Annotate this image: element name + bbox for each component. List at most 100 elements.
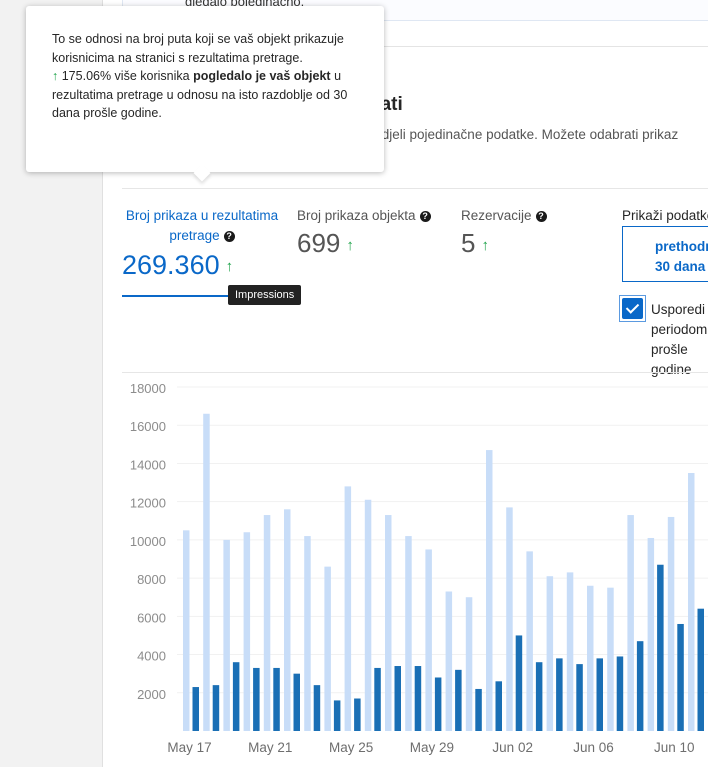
bar-this-year (475, 688, 482, 731)
bar-this-year (212, 685, 220, 731)
bar-this-year (354, 698, 361, 731)
bar-last-year (486, 450, 493, 731)
bar-this-year (636, 641, 644, 731)
bar-this-year (232, 662, 240, 731)
bar-this-year (374, 667, 381, 731)
bar-last-year (627, 515, 634, 731)
bar-last-year (566, 572, 574, 731)
up-arrow-icon: ↑ (225, 258, 234, 276)
divider (122, 188, 708, 189)
x-tick-label: May 25 (329, 740, 373, 755)
y-tick-label: 8000 (137, 572, 166, 587)
bar-this-year (253, 667, 260, 731)
compare-checkbox[interactable] (622, 298, 643, 319)
y-tick-label: 10000 (130, 534, 166, 549)
compare-label: Usporedi s periodom prošle godine (651, 302, 708, 377)
bar-this-year (697, 608, 704, 731)
info-tooltip-text: To se odnosi na broj puta koji se vaš ob… (52, 32, 348, 120)
bar-last-year (587, 585, 594, 731)
bar-last-year (364, 499, 372, 731)
bar-last-year (405, 536, 412, 731)
bar-this-year (293, 673, 300, 731)
up-arrow-icon: ↑ (346, 236, 354, 254)
bar-this-year (455, 669, 462, 731)
bar-last-year (284, 509, 291, 731)
bar-last-year (223, 539, 230, 731)
bar-last-year (647, 537, 655, 731)
bar-this-year (434, 677, 442, 731)
active-tab-indicator (122, 295, 228, 297)
bar-this-year (414, 666, 422, 731)
bar-this-year (192, 687, 199, 731)
help-icon[interactable]: ? (535, 210, 547, 222)
bar-this-year (556, 658, 563, 731)
bar-last-year (263, 515, 271, 731)
metric-property-views[interactable]: Broj prikaza objekta? 699 ↑ (297, 206, 431, 259)
y-tick-label: 14000 (130, 457, 166, 472)
bar-last-year (243, 532, 251, 731)
bar-this-year (273, 667, 280, 731)
section-description: vidjeli pojedinačne podatke. Možete odab… (372, 127, 679, 142)
bar-last-year (546, 576, 554, 731)
bar-this-year (657, 564, 664, 731)
metric-value: 5 ↑ (461, 228, 489, 258)
metric-label: Broj prikaza objekta? (297, 206, 431, 226)
bar-last-year (506, 507, 513, 731)
bar-last-year (526, 551, 533, 731)
bar-this-year (394, 666, 401, 731)
x-tick-label: May 21 (248, 740, 292, 755)
metric-value: 269.360 ↑ (122, 250, 234, 280)
top-card-text: gledalo pojedinačno. (185, 0, 305, 9)
y-tick-label: 12000 (130, 496, 166, 511)
metric-label: Broj prikaza u rezultatima pretrage? (125, 208, 279, 243)
metric-bookings[interactable]: Rezervacije? 5 ↑ (461, 206, 547, 259)
bar-this-year (535, 662, 543, 731)
bar-this-year (313, 685, 321, 731)
divider (102, 46, 708, 47)
bar-last-year (183, 530, 190, 731)
metric-label: Rezervacije? (461, 206, 547, 226)
bar-this-year (677, 623, 684, 731)
impressions-tooltip: Impressions (228, 285, 302, 305)
metric-value: 699 ↑ (297, 228, 354, 258)
bar-last-year (667, 516, 675, 731)
metric-search-impressions-value-wrap: 269.360 ↑ (122, 248, 233, 281)
bar-this-year (616, 656, 624, 731)
bar-last-year (688, 473, 695, 731)
bar-this-year (495, 681, 502, 731)
y-tick-label: 2000 (137, 687, 166, 702)
x-tick-label: Jun 02 (492, 740, 533, 755)
bar-last-year (385, 515, 392, 731)
bar-last-year (465, 597, 473, 731)
x-tick-label: May 17 (167, 740, 211, 755)
bar-last-year (324, 566, 331, 731)
period-button-label: prethodnih 30 dana (655, 239, 708, 274)
bar-last-year (304, 536, 311, 731)
x-tick-label: Jun 10 (654, 740, 695, 755)
y-tick-label: 6000 (137, 610, 166, 625)
x-tick-label: May 29 (410, 740, 454, 755)
bar-this-year (596, 658, 603, 731)
y-tick-label: 4000 (137, 649, 166, 664)
bar-last-year (607, 587, 614, 731)
checkbox-focus-ring (619, 295, 646, 322)
info-tooltip: To se odnosi na broj puta koji se vaš ob… (26, 6, 384, 172)
up-arrow-icon: ↑ (52, 69, 59, 83)
show-data-label: Prikaži podatke (622, 208, 708, 223)
bar-last-year (425, 549, 432, 731)
period-button[interactable]: prethodnih 30 dana (622, 226, 708, 282)
divider (122, 372, 708, 373)
up-arrow-icon: ↑ (481, 236, 489, 254)
bar-last-year (203, 413, 210, 731)
bar-this-year (576, 664, 583, 731)
impressions-chart: 2000 4000 6000 8000 10000 12000 14000 16000 1800… (130, 381, 708, 755)
help-icon[interactable]: ? (223, 230, 235, 242)
x-tick-label: Jun 06 (573, 740, 614, 755)
y-tick-label: 16000 (130, 419, 166, 434)
metric-search-impressions[interactable]: Broj prikaza u rezultatima pretrage? (122, 206, 282, 246)
y-tick-label: 18000 (130, 381, 166, 396)
bar-last-year (445, 591, 453, 731)
help-icon[interactable]: ? (419, 210, 431, 222)
bar-last-year (344, 486, 352, 731)
bar-this-year (515, 635, 523, 731)
